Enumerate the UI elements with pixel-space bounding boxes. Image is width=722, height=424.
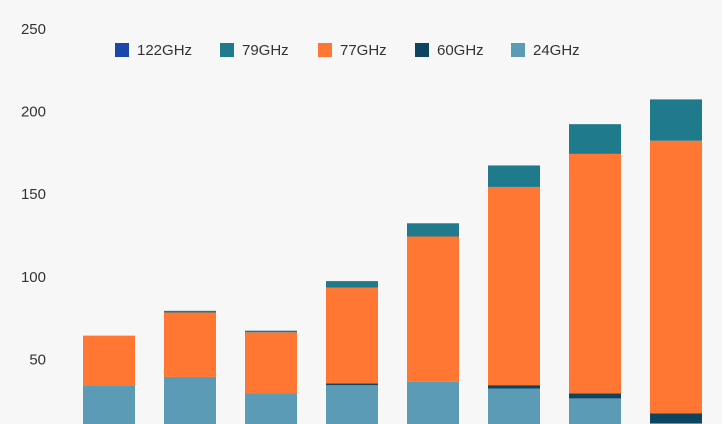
y-tick-label: 200 — [21, 104, 46, 121]
bar-segment — [245, 332, 297, 394]
bar-segment — [488, 165, 540, 187]
bar-segment — [488, 388, 540, 424]
bar-segment — [326, 385, 378, 424]
bar-segment — [245, 393, 297, 424]
bar-segment — [83, 335, 135, 386]
bar-segment — [83, 385, 135, 424]
bar-segment — [650, 99, 702, 141]
legend-label: 77GHz — [340, 42, 387, 59]
bar-segment — [650, 140, 702, 414]
bar-segment — [569, 153, 621, 394]
bar-segment — [164, 312, 216, 377]
bar-segment — [407, 236, 459, 382]
legend-swatch — [220, 43, 234, 57]
legend-swatch — [511, 43, 525, 57]
legend-label: 79GHz — [242, 42, 289, 59]
bar-segment — [326, 383, 378, 386]
bar-segment — [407, 381, 459, 424]
bar-segment — [164, 310, 216, 313]
y-tick-label: 50 — [29, 351, 46, 368]
legend-swatch — [115, 43, 129, 57]
y-tick-label: 150 — [21, 186, 46, 203]
legend-label: 24GHz — [533, 42, 580, 59]
bar-segment — [569, 393, 621, 399]
bar-segment — [488, 385, 540, 389]
bar-segment — [569, 398, 621, 424]
legend-label: 122GHz — [137, 42, 192, 59]
bar-segment — [488, 186, 540, 386]
y-tick-label: 100 — [21, 269, 46, 286]
legend-swatch — [415, 43, 429, 57]
bar-segment — [407, 223, 459, 237]
bar-segment — [650, 413, 702, 424]
bar-segment — [245, 330, 297, 333]
bar-segment — [326, 281, 378, 288]
bar-segment — [569, 124, 621, 154]
legend-swatch — [318, 43, 332, 57]
legend-label: 60GHz — [437, 42, 484, 59]
y-tick-label: 250 — [21, 21, 46, 38]
bar-segment — [326, 287, 378, 384]
bar-segment — [164, 376, 216, 424]
